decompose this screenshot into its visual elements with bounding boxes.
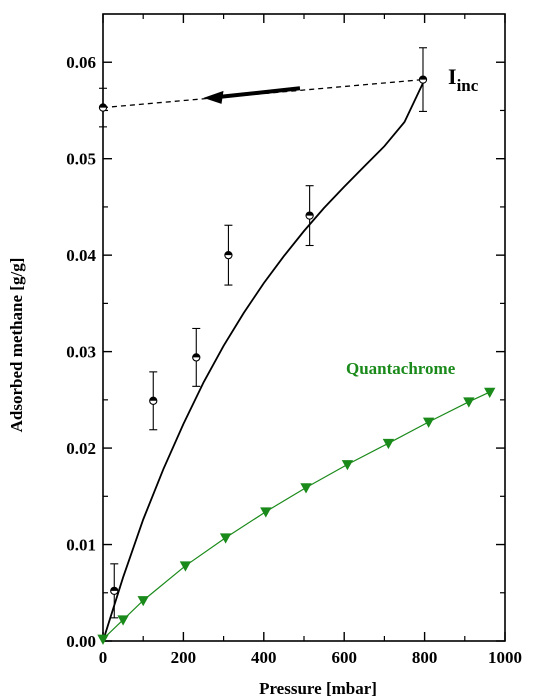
annotation-i-inc-main: I xyxy=(448,64,457,89)
y-tick-label: 0.00 xyxy=(66,632,96,651)
x-tick-label: 800 xyxy=(412,648,438,667)
quantachrome-point xyxy=(301,484,311,493)
quantachrome-point xyxy=(424,418,434,427)
quantachrome-point xyxy=(342,460,352,469)
y-tick-label: 0.03 xyxy=(66,343,96,362)
plot-frame xyxy=(103,14,505,641)
plot-border xyxy=(103,14,505,641)
y-tick-label: 0.02 xyxy=(66,439,96,458)
y-axis-title: Adsorbed methane [g/g] xyxy=(7,258,26,433)
x-axis: 0 200 400 600 800 1000 xyxy=(99,14,522,667)
quantachrome-point xyxy=(261,508,271,517)
annotation-i-inc-sub: inc xyxy=(457,76,479,95)
annotation-i-inc: Iinc xyxy=(448,64,479,95)
x-tick-label: 400 xyxy=(251,648,277,667)
quantachrome-line xyxy=(103,392,490,639)
x-axis-title: Pressure [mbar] xyxy=(259,679,377,698)
quantachrome-point xyxy=(98,635,108,644)
arrow-shaft xyxy=(220,88,300,97)
quantachrome-point xyxy=(221,534,231,543)
y-tick-label: 0.01 xyxy=(66,536,96,555)
data-point xyxy=(306,186,314,246)
y-tick-label: 0.05 xyxy=(66,150,96,169)
data-point xyxy=(224,225,232,285)
x-tick-label: 1000 xyxy=(488,648,522,667)
x-tick-label: 0 xyxy=(99,648,108,667)
data-point xyxy=(419,48,427,112)
series-layer xyxy=(98,48,495,644)
data-point xyxy=(149,372,157,430)
quantachrome-point xyxy=(464,398,474,407)
quantachrome-point xyxy=(383,439,393,448)
data-point xyxy=(99,88,107,127)
y-tick-label: 0.04 xyxy=(66,246,96,265)
y-axis: 0.00 0.01 0.02 0.03 0.04 0.05 0.06 xyxy=(66,53,505,651)
arrow-head xyxy=(204,91,224,104)
data-point xyxy=(110,564,118,618)
x-tick-label: 200 xyxy=(171,648,197,667)
annotation-quantachrome: Quantachrome xyxy=(346,359,456,378)
y-tick-label: 0.06 xyxy=(66,53,96,72)
quantachrome-point xyxy=(485,388,495,397)
x-tick-label: 600 xyxy=(331,648,357,667)
data-point xyxy=(192,328,200,386)
